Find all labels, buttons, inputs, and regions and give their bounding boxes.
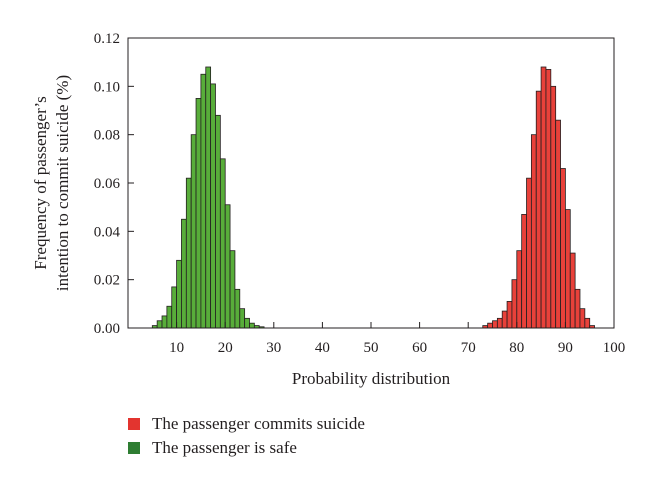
bar-safe-6 bbox=[156, 320, 163, 329]
x-tick-label: 70 bbox=[461, 340, 476, 356]
bar-safe-15 bbox=[200, 73, 207, 329]
bar-safe-9 bbox=[171, 286, 178, 329]
bar-safe-8 bbox=[166, 305, 173, 329]
bar-safe-14 bbox=[195, 98, 202, 329]
bar-suicide-88 bbox=[555, 119, 561, 329]
x-tick-label: 50 bbox=[364, 340, 379, 356]
bar-suicide-91 bbox=[569, 252, 576, 329]
bar-safe-19 bbox=[219, 158, 226, 329]
bar-suicide-75 bbox=[492, 320, 498, 329]
bar-safe-16 bbox=[205, 66, 212, 329]
bar-suicide-93 bbox=[579, 308, 586, 329]
x-tick-label: 30 bbox=[266, 340, 281, 356]
bar-suicide-77 bbox=[501, 310, 508, 329]
y-tick-label: 0.00 bbox=[94, 321, 120, 337]
y-axis: 0.00 0.02 0.04 0.06 0.08 0.10 0.12 bbox=[94, 31, 134, 337]
histogram-chart: 0.00 0.02 0.04 0.06 0.08 0.10 0.12 10 20 30 40 50 6… bbox=[31, 31, 625, 388]
legend-label-safe: The passenger is safe bbox=[152, 438, 297, 457]
bar-safe-17 bbox=[210, 83, 216, 329]
bar-suicide-94 bbox=[584, 317, 591, 329]
bar-suicide-87 bbox=[550, 85, 557, 329]
x-tick-label: 10 bbox=[169, 340, 184, 356]
x-tick-label: 20 bbox=[218, 340, 233, 356]
y-tick-label: 0.12 bbox=[94, 31, 120, 47]
legend-label-suicide: The passenger commits suicide bbox=[152, 414, 365, 433]
bar-safe-24 bbox=[244, 317, 250, 329]
y-tick-label: 0.08 bbox=[94, 128, 120, 144]
bar-suicide-86 bbox=[545, 69, 552, 329]
bar-suicide-85 bbox=[540, 66, 547, 329]
bar-suicide-92 bbox=[574, 288, 581, 329]
bar-suicide-81 bbox=[521, 214, 527, 329]
bar-safe-25 bbox=[249, 322, 255, 329]
legend-swatch-safe bbox=[128, 442, 140, 454]
y-tick-label: 0.06 bbox=[94, 176, 121, 192]
x-axis-title: Probability distribution bbox=[292, 369, 451, 388]
bar-suicide-89 bbox=[560, 168, 566, 329]
bar-suicide-84 bbox=[535, 90, 542, 329]
bar-safe-20 bbox=[224, 204, 231, 329]
bar-suicide-79 bbox=[511, 279, 518, 329]
x-tick-label: 90 bbox=[558, 340, 573, 356]
bar-suicide-76 bbox=[496, 317, 503, 329]
legend-item-suicide: The passenger commits suicide bbox=[128, 412, 365, 436]
x-tick-label: 40 bbox=[315, 340, 330, 356]
y-axis-title: Frequency of passenger’s intention to co… bbox=[31, 75, 72, 291]
y-tick-label: 0.10 bbox=[94, 79, 120, 95]
legend-swatch-suicide bbox=[128, 418, 140, 430]
bar-suicide-90 bbox=[565, 209, 571, 329]
bar-suicide-82 bbox=[526, 177, 532, 329]
y-tick-label: 0.04 bbox=[94, 224, 121, 240]
y-tick-label: 0.02 bbox=[94, 273, 120, 289]
bar-safe-21 bbox=[229, 250, 236, 329]
legend: The passenger commits suicide The passen… bbox=[128, 412, 365, 460]
bar-safe-7 bbox=[161, 315, 168, 329]
bar-suicide-78 bbox=[506, 301, 513, 329]
bar-safe-22 bbox=[234, 288, 241, 329]
bars-group bbox=[151, 66, 595, 329]
bar-suicide-83 bbox=[530, 134, 537, 329]
bar-safe-23 bbox=[239, 308, 246, 329]
y-axis-title-line-2: intention to commit suicide (%) bbox=[53, 75, 72, 291]
bar-suicide-74 bbox=[487, 322, 493, 329]
bar-safe-18 bbox=[215, 114, 221, 329]
bar-safe-10 bbox=[176, 259, 182, 329]
legend-item-safe: The passenger is safe bbox=[128, 436, 365, 460]
x-tick-label: 60 bbox=[412, 340, 427, 356]
x-tick-label: 80 bbox=[509, 340, 524, 356]
bar-suicide-80 bbox=[516, 250, 523, 329]
y-axis-title-line-1: Frequency of passenger’s bbox=[31, 96, 50, 269]
x-tick-label: 100 bbox=[603, 340, 626, 356]
bar-safe-13 bbox=[190, 134, 197, 329]
bar-safe-12 bbox=[185, 177, 192, 329]
x-axis: 10 20 30 40 50 60 70 80 90 100 bbox=[169, 322, 625, 356]
bar-safe-11 bbox=[181, 218, 187, 329]
